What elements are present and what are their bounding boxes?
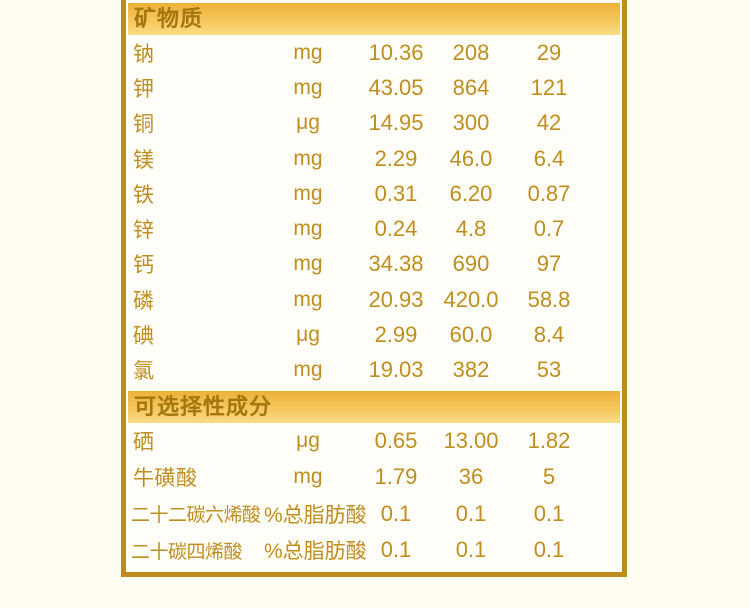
- nutrient-value-col-2: 0.1: [455, 500, 487, 526]
- nutrient-value-col-1: 0.65: [374, 428, 418, 454]
- nutrient-row: 二十二碳六烯酸 %总脂肪酸 0.1 0.1 0.1: [126, 496, 622, 532]
- nutrient-value-col-1: 0.31: [374, 180, 418, 206]
- nutrient-row: 二十碳四烯酸 %总脂肪酸 0.1 0.1 0.1: [126, 532, 622, 568]
- nutrient-value-col-2: 0.1: [455, 537, 487, 562]
- nutrient-row: 氯 mg 19.03 382 53: [126, 353, 622, 388]
- nutrient-row: 镁 mg 2.29 46.0 6.4: [126, 141, 622, 176]
- nutrient-unit: μg: [296, 111, 320, 135]
- nutrient-unit: mg: [293, 40, 323, 64]
- nutrient-name: 磷: [133, 289, 155, 313]
- nutrient-value-col-2: 382: [452, 357, 490, 383]
- nutrient-unit: mg: [293, 146, 323, 170]
- nutrient-value-col-1: 10.36: [368, 39, 424, 65]
- nutrient-row: 磷 mg 20.93 420.0 58.8: [126, 282, 622, 317]
- nutrient-value-col-1: 0.1: [380, 537, 412, 562]
- nutrient-value-col-1: 14.95: [368, 110, 424, 136]
- nutrient-unit: mg: [293, 465, 323, 489]
- nutrient-value-col-1: 43.05: [368, 74, 424, 100]
- nutrient-name: 牛磺酸: [133, 467, 198, 491]
- nutrient-name: 氯: [133, 360, 155, 384]
- nutrient-value-col-3: 5: [542, 464, 556, 490]
- nutrient-value-col-2: 6.20: [449, 180, 493, 206]
- nutrient-value-col-2: 208: [452, 39, 490, 65]
- nutrient-value-col-2: 420.0: [443, 286, 499, 312]
- nutrient-name: 钠: [133, 42, 155, 66]
- nutrient-value-col-3: 53: [536, 357, 562, 383]
- nutrient-value-col-2: 4.8: [455, 216, 487, 242]
- section-header-optional: 可选择性成分: [128, 390, 620, 423]
- nutrient-value-col-1: 2.29: [374, 145, 418, 171]
- nutrient-unit: mg: [293, 287, 323, 311]
- nutrient-value-col-3: 97: [536, 251, 562, 277]
- nutrient-value-col-3: 58.8: [527, 286, 571, 312]
- section-minerals: 钠 mg 10.36 208 29 钾 mg 43.05 864 121 铜 μg 14.95 300 42…: [126, 35, 622, 388]
- nutrient-row: 钙 mg 34.38 690 97: [126, 247, 622, 282]
- nutrient-unit: mg: [293, 358, 323, 382]
- nutrient-row: 铁 mg 0.31 6.20 0.87: [126, 176, 622, 211]
- nutrient-unit: mg: [293, 75, 323, 99]
- nutrient-value-col-1: 1.79: [374, 464, 418, 490]
- nutrient-name: 铜: [133, 113, 155, 137]
- nutrient-unit: mg: [293, 181, 323, 205]
- nutrient-unit: %总脂肪酸: [264, 540, 367, 563]
- nutrient-value-col-2: 36: [458, 464, 484, 490]
- nutrient-value-col-1: 20.93: [368, 286, 424, 312]
- nutrient-name: 镁: [133, 148, 155, 172]
- nutrient-value-col-2: 864: [452, 74, 490, 100]
- nutrient-value-col-1: 0.1: [380, 500, 412, 526]
- nutrient-unit: μg: [296, 323, 320, 347]
- nutrient-unit: %总脂肪酸: [264, 503, 367, 527]
- nutrient-value-col-1: 2.99: [374, 322, 418, 348]
- nutrient-value-col-3: 0.1: [533, 500, 565, 526]
- nutrient-row: 硒 μg 0.65 13.00 1.82: [126, 423, 622, 459]
- nutrient-row: 锌 mg 0.24 4.8 0.7: [126, 211, 622, 246]
- section-optional: 硒 μg 0.65 13.00 1.82 牛磺酸 mg 1.79 36 5 二十二碳六烯酸 %总脂肪酸…: [126, 423, 622, 568]
- nutrient-value-col-1: 34.38: [368, 251, 424, 277]
- nutrient-name: 碘: [133, 325, 155, 349]
- nutrient-name: 硒: [133, 431, 155, 455]
- nutrient-name: 二十碳四烯酸: [131, 541, 243, 563]
- nutrient-row: 铜 μg 14.95 300 42: [126, 106, 622, 141]
- nutrient-value-col-3: 29: [536, 39, 562, 65]
- nutrient-value-col-2: 13.00: [443, 428, 499, 454]
- nutrient-row: 钾 mg 43.05 864 121: [126, 70, 622, 105]
- nutrient-unit: mg: [293, 252, 323, 276]
- nutrient-row: 牛磺酸 mg 1.79 36 5: [126, 459, 622, 495]
- nutrient-row: 碘 μg 2.99 60.0 8.4: [126, 317, 622, 352]
- nutrient-value-col-3: 42: [536, 110, 562, 136]
- nutrient-value-col-3: 0.7: [533, 216, 565, 242]
- nutrition-panel: 矿物质钠 mg 10.36 208 29 钾 mg 43.05 864 121 铜 μg 14.95 30…: [121, 0, 627, 577]
- nutrient-value-col-3: 1.82: [527, 428, 571, 454]
- nutrient-value-col-2: 46.0: [449, 145, 493, 171]
- nutrient-value-col-2: 60.0: [449, 322, 493, 348]
- nutrient-value-col-3: 0.87: [527, 180, 571, 206]
- nutrient-unit: mg: [293, 217, 323, 241]
- nutrient-name: 二十二碳六烯酸: [131, 505, 261, 527]
- nutrient-name: 铁: [133, 183, 155, 207]
- nutrient-name: 锌: [133, 219, 155, 243]
- nutrient-value-col-1: 0.24: [374, 216, 418, 242]
- nutrient-value-col-3: 8.4: [533, 322, 565, 348]
- nutrient-value-col-1: 19.03: [368, 357, 424, 383]
- nutrient-name: 钾: [133, 77, 155, 101]
- nutrient-row: 钠 mg 10.36 208 29: [126, 35, 622, 70]
- nutrient-value-col-3: 121: [530, 74, 568, 100]
- nutrient-value-col-2: 690: [452, 251, 490, 277]
- section-header-minerals: 矿物质: [128, 3, 620, 35]
- nutrient-unit: μg: [296, 429, 320, 453]
- nutrient-name: 钙: [133, 254, 155, 278]
- nutrient-value-col-3: 6.4: [533, 145, 565, 171]
- nutrient-value-col-3: 0.1: [533, 537, 565, 562]
- nutrient-value-col-2: 300: [452, 110, 490, 136]
